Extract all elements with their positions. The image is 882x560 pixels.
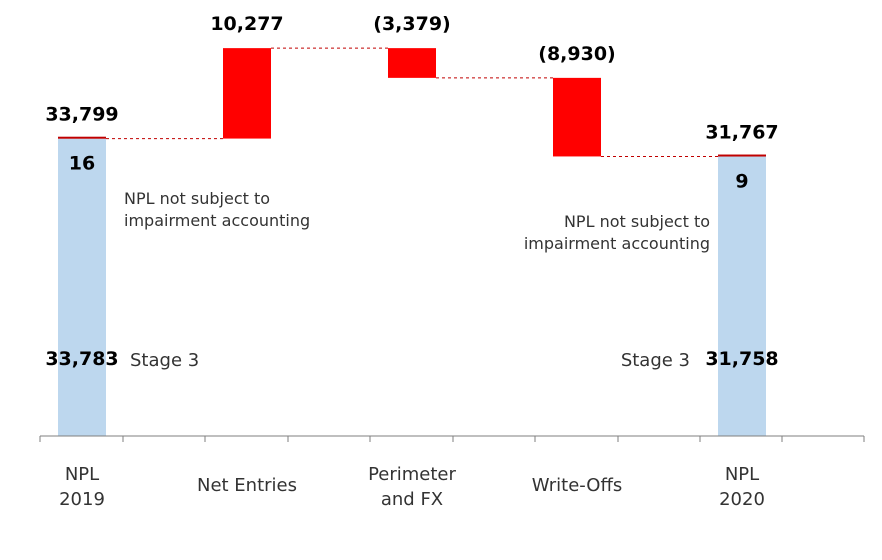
bar-write-offs bbox=[553, 77, 601, 157]
stage3-label-npl-2020: 31,758 bbox=[705, 348, 778, 370]
note-2020-line2: impairment accounting bbox=[524, 234, 710, 253]
bars-group bbox=[58, 48, 766, 436]
category-label-5: NPL 2020 bbox=[719, 464, 765, 510]
note-2019-line1: NPL not subject to bbox=[124, 189, 270, 208]
total-label-npl-2019: 33,799 bbox=[45, 104, 118, 126]
bar-npl-2020-stage3 bbox=[718, 156, 766, 436]
delta-label-write-offs: (8,930) bbox=[538, 43, 615, 65]
stage-label-2020: Stage 3 bbox=[621, 350, 690, 371]
cap-label-npl-2019: 16 bbox=[69, 153, 95, 175]
category-label-4: Write-Offs bbox=[532, 475, 622, 496]
bar-npl-2020-npl-other bbox=[718, 154, 766, 157]
category-label-2: Net Entries bbox=[197, 475, 297, 496]
category-label-2-line-1: Net Entries bbox=[197, 475, 297, 496]
stage-label-2019: Stage 3 bbox=[130, 350, 199, 371]
category-label-5-line-2: 2020 bbox=[719, 489, 765, 510]
category-label-1-line-2: 2019 bbox=[59, 489, 105, 510]
annotation-2020: NPL not subject to impairment accounting bbox=[524, 212, 710, 253]
bar-net-entries bbox=[223, 48, 271, 139]
x-axis: NPL 2019 Net Entries Perimeter and FX Write-O… bbox=[39, 435, 865, 510]
delta-label-net-entries: 10,277 bbox=[210, 13, 283, 35]
category-label-1: NPL 2019 bbox=[59, 464, 105, 510]
note-2019-line2: impairment accounting bbox=[124, 211, 310, 230]
category-label-5-line-1: NPL bbox=[725, 464, 759, 485]
bar-npl-2019-npl-other bbox=[58, 136, 106, 139]
stage3-label-npl-2019: 33,783 bbox=[45, 348, 118, 370]
total-label-npl-2020: 31,767 bbox=[705, 121, 778, 143]
category-label-3-line-1: Perimeter bbox=[368, 464, 456, 485]
note-2020-line1: NPL not subject to bbox=[564, 212, 710, 231]
category-label-3: Perimeter and FX bbox=[368, 464, 456, 510]
value-labels: 33,799 16 33,783 10,277 (3,379) (8,930) 31,767… bbox=[45, 13, 778, 370]
annotation-2019: NPL not subject to impairment accounting bbox=[124, 189, 310, 230]
connector-lines bbox=[106, 47, 718, 157]
cap-label-npl-2020: 9 bbox=[735, 170, 748, 192]
delta-label-perimeter-and-fx: (3,379) bbox=[373, 13, 450, 35]
category-label-4-line-1: Write-Offs bbox=[532, 475, 622, 496]
bar-perimeter-and-fx bbox=[388, 48, 436, 78]
category-label-1-line-1: NPL bbox=[65, 464, 99, 485]
category-label-3-line-2: and FX bbox=[381, 489, 443, 510]
bar-npl-2019-stage3 bbox=[58, 138, 106, 436]
